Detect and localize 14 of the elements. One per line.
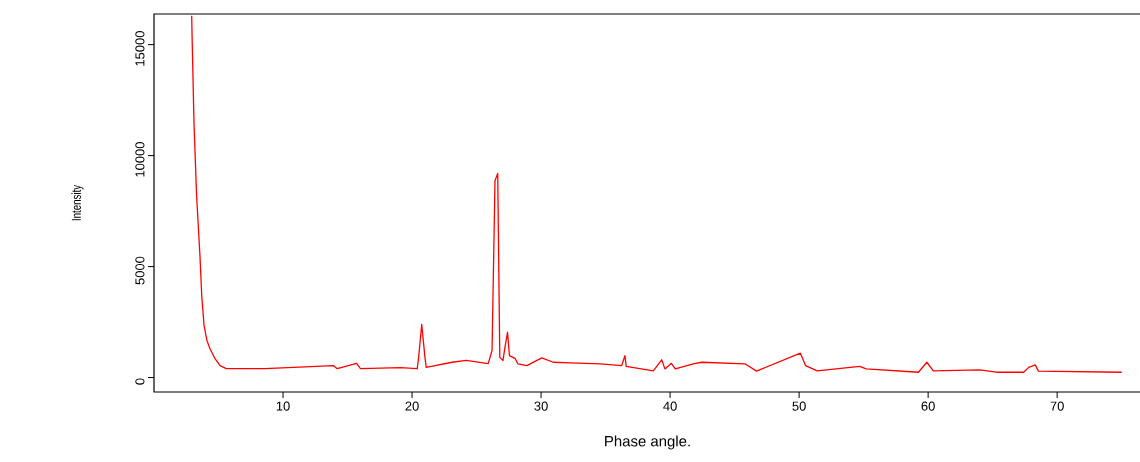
y-tick-label: 5000	[135, 256, 145, 285]
x-tick-label: 10	[276, 401, 290, 411]
y-tick-label: 10000	[135, 142, 145, 177]
y-tick-label: 15000	[135, 31, 145, 66]
x-tick-label: 30	[534, 401, 548, 411]
x-tick-label: 60	[921, 401, 935, 411]
x-tick-label: 70	[1050, 401, 1064, 411]
x-axis-title: Phase angle.	[605, 435, 690, 450]
x-tick-label: 40	[663, 401, 677, 411]
y-axis-title: Intensity	[71, 184, 84, 221]
line-series	[191, 15, 1123, 373]
x-tick-label: 50	[792, 401, 806, 411]
y-tick-label: 0	[135, 378, 145, 385]
x-tick-label: 20	[405, 401, 419, 411]
